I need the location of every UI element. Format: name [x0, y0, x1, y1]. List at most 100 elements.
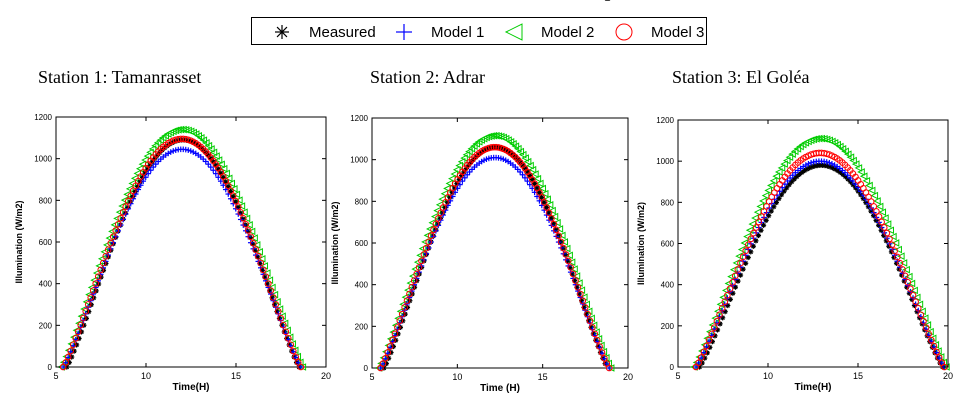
- data-point: [750, 243, 756, 249]
- station-1-title: Station 1: Tamanrasset: [38, 67, 202, 87]
- data-point: [240, 208, 248, 216]
- data-point: [847, 175, 854, 181]
- data-point: [94, 273, 102, 281]
- data-point: [102, 253, 110, 260]
- data-point: [513, 144, 522, 153]
- data-point: [526, 161, 534, 170]
- data-point: [262, 273, 270, 281]
- data-point: [540, 199, 548, 206]
- data-point: [119, 209, 127, 216]
- data-point: [865, 181, 873, 190]
- data-point: [598, 349, 606, 356]
- data-point: [820, 135, 828, 143]
- data-point: [591, 330, 599, 338]
- y-tick-label: 200: [661, 322, 675, 331]
- data-point: [758, 213, 765, 220]
- data-point: [151, 141, 159, 150]
- data-point: [555, 232, 562, 240]
- data-point: [147, 167, 154, 174]
- data-point: [187, 148, 194, 154]
- data-point: [711, 314, 719, 322]
- data-point: [511, 142, 520, 150]
- data-point: [713, 317, 721, 325]
- data-point: [297, 363, 305, 371]
- data-point: [280, 319, 289, 328]
- data-point: [606, 365, 613, 371]
- data-point: [732, 259, 741, 267]
- data-point: [113, 214, 121, 223]
- data-point: [386, 343, 394, 350]
- data-point: [579, 297, 587, 305]
- data-point: [202, 139, 210, 147]
- data-point: [455, 161, 463, 170]
- data-point: [739, 253, 747, 261]
- data-point: [886, 243, 892, 249]
- data-point: [774, 168, 783, 176]
- data-point: [125, 185, 134, 193]
- data-point: [237, 202, 246, 210]
- data-point: [755, 218, 763, 226]
- data-point: [247, 227, 256, 236]
- data-point: [275, 305, 284, 313]
- data-point: [703, 334, 711, 343]
- data-point: [788, 150, 796, 158]
- data-point: [562, 251, 570, 258]
- data-point: [237, 209, 245, 216]
- data-point: [787, 175, 793, 181]
- data-point: [835, 142, 844, 151]
- data-point: [117, 214, 125, 222]
- data-point: [735, 252, 743, 260]
- data-point: [219, 164, 228, 173]
- data-point: [873, 208, 880, 215]
- data-point: [769, 176, 778, 185]
- y-tick-label: 800: [39, 196, 53, 205]
- data-point: [553, 218, 561, 227]
- series-model-3: [59, 135, 305, 371]
- x-tick-label: 15: [231, 371, 241, 381]
- data-point: [105, 234, 114, 242]
- series-model-3: [377, 143, 613, 372]
- data-point: [254, 253, 262, 260]
- data-point: [380, 361, 386, 367]
- data-point: [199, 136, 208, 144]
- data-point: [838, 144, 847, 153]
- data-point: [886, 235, 893, 243]
- data-point: [401, 304, 408, 311]
- data-point: [467, 144, 476, 153]
- data-point: [904, 278, 912, 286]
- data-point: [244, 227, 252, 234]
- x-axis-label: Time (H): [480, 383, 520, 394]
- y-axis-label: Illumination (W/m2): [636, 202, 646, 285]
- data-point: [265, 276, 274, 285]
- data-point: [122, 203, 130, 211]
- data-point: [562, 244, 571, 253]
- data-point: [112, 227, 120, 234]
- data-point: [901, 272, 909, 280]
- data-point: [587, 314, 595, 323]
- x-tick-label: 20: [623, 372, 633, 382]
- data-point: [384, 349, 392, 356]
- data-point: [718, 304, 726, 312]
- data-point: [533, 174, 542, 183]
- data-point: [107, 239, 115, 247]
- data-point: [120, 196, 129, 204]
- data-point: [64, 353, 72, 361]
- data-point: [565, 251, 573, 260]
- data-point: [926, 327, 934, 336]
- data-point: [522, 175, 528, 181]
- data-point: [935, 354, 943, 361]
- data-point: [777, 164, 786, 172]
- data-point: [740, 239, 749, 247]
- data-point: [711, 324, 718, 331]
- data-point: [516, 147, 525, 156]
- data-point: [729, 278, 736, 286]
- data-point: [572, 277, 579, 284]
- data-point: [854, 164, 863, 172]
- legend-label: Measured: [309, 24, 376, 41]
- data-point: [891, 239, 900, 247]
- data-point: [77, 321, 85, 329]
- data-point: [259, 266, 267, 274]
- data-point: [87, 294, 95, 301]
- data-point: [517, 169, 523, 175]
